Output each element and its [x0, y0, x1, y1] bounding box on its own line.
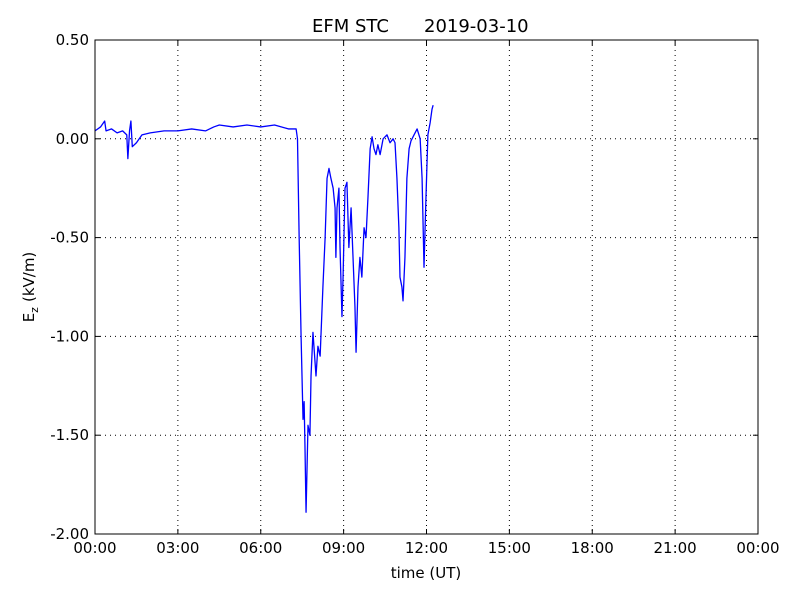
y-label-unit: (kV/m) [20, 252, 38, 302]
y-tick-label: -0.50 [50, 229, 89, 247]
y-axis-label: Ez (kV/m) [20, 252, 41, 323]
data-line [94, 105, 434, 513]
x-tick-label: 18:00 [571, 539, 614, 557]
y-tick-label: 0.00 [56, 130, 89, 148]
y-label-sub: z [28, 307, 41, 313]
x-tick-label: 09:00 [322, 539, 365, 557]
x-tick-label: 00:00 [73, 539, 116, 557]
x-tick-label: 12:00 [405, 539, 448, 557]
chart-date: 2019-03-10 [424, 16, 529, 37]
x-tick-label: 21:00 [654, 539, 697, 557]
x-tick-label: 03:00 [156, 539, 199, 557]
x-tick-label: 15:00 [488, 539, 531, 557]
plot-frame [94, 39, 759, 535]
y-tick-label: -2.00 [50, 525, 89, 543]
y-tick-label: -1.00 [50, 327, 89, 345]
y-tick-label: 0.50 [56, 31, 89, 49]
x-axis-label: time (UT) [391, 564, 462, 582]
x-tick-label: 06:00 [239, 539, 282, 557]
y-tick-label: -1.50 [50, 426, 89, 444]
y-label-base: E [20, 313, 38, 322]
chart-title: EFM STC [312, 16, 389, 37]
x-tick-label: 00:00 [736, 539, 779, 557]
